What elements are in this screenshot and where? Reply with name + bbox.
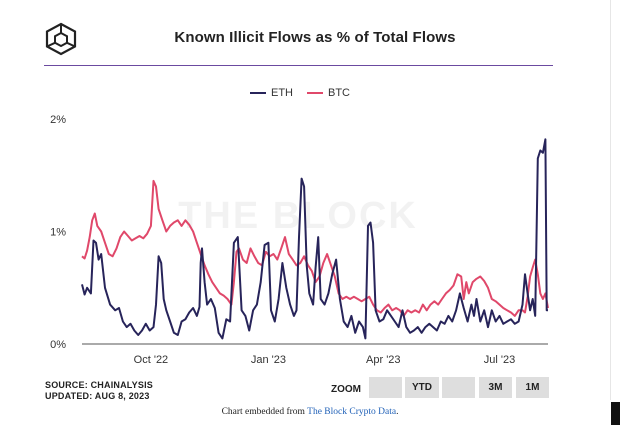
legend: ETH BTC: [250, 87, 350, 99]
updated-text: UPDATED: AUG 8, 2023: [45, 391, 150, 401]
x-tick-label: Jan '23: [251, 354, 286, 366]
zoom-button-3[interactable]: [442, 377, 475, 398]
corner-block: [611, 402, 620, 425]
y-tick-label: 2%: [50, 114, 66, 126]
x-tick-label: Apr '23: [366, 354, 401, 366]
embed-credit: Chart embedded from The Block Crypto Dat…: [0, 407, 620, 417]
y-tick-label: 0%: [50, 339, 66, 351]
zoom-button-3m[interactable]: 3M: [479, 377, 512, 398]
zoom-label: ZOOM: [331, 384, 361, 395]
zoom-button-1[interactable]: [369, 377, 402, 398]
legend-btc-label: BTC: [328, 87, 350, 99]
title-divider: [44, 65, 553, 66]
source-block: SOURCE: CHAINALYSIS UPDATED: AUG 8, 2023: [45, 380, 153, 402]
source-text: SOURCE: CHAINALYSIS: [45, 380, 153, 390]
the-block-logo-icon: [45, 22, 77, 56]
zoom-button-1m[interactable]: 1M: [516, 377, 549, 398]
series-line-eth[interactable]: [81, 138, 548, 340]
legend-btc-swatch: [307, 92, 323, 94]
embed-prefix: Chart embedded from: [221, 407, 308, 417]
y-tick-label: 1%: [50, 227, 66, 239]
legend-eth-label: ETH: [271, 87, 293, 99]
chart-title: Known Illicit Flows as % of Total Flows: [174, 29, 456, 46]
legend-btc[interactable]: BTC: [307, 87, 350, 99]
legend-eth[interactable]: ETH: [250, 87, 293, 99]
x-tick-label: Oct '22: [134, 354, 169, 366]
legend-eth-swatch: [250, 92, 266, 94]
zoom-button-ytd[interactable]: YTD: [405, 377, 439, 398]
embed-link[interactable]: The Block Crypto Data: [307, 407, 397, 417]
embed-suffix: .: [396, 407, 399, 417]
chart-svg[interactable]: THE BLOCK 0% 1% 2% Oct '22 Jan '23 Apr '23 Ju…: [0, 0, 610, 400]
x-tick-label: Jul '23: [484, 354, 515, 366]
watermark: THE BLOCK: [178, 195, 418, 237]
chart-panel: Known Illicit Flows as % of Total Flows …: [0, 0, 611, 402]
